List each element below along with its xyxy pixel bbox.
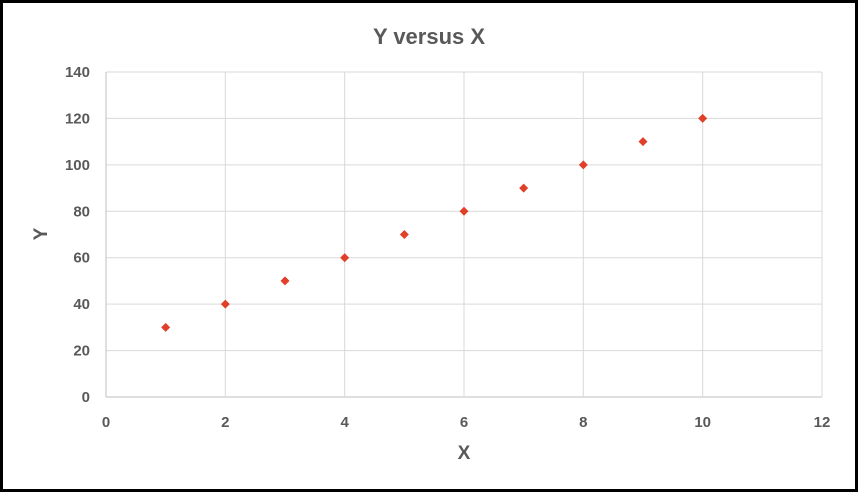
tick-labels: 0 20 40 60 80 100 120 140 0 2 4 6 8 10 12: [65, 64, 830, 431]
y-tick-label: 120: [65, 110, 90, 127]
x-tick-label: 0: [102, 414, 110, 431]
data-point: [578, 160, 588, 170]
gridlines: [105, 71, 823, 398]
x-tick-label: 8: [579, 414, 587, 431]
data-point: [459, 206, 469, 216]
y-tick-label: 100: [65, 157, 90, 174]
y-tick-label: 0: [82, 389, 90, 406]
data-point: [638, 137, 648, 147]
x-tick-label: 12: [814, 414, 831, 431]
y-tick-label: 140: [65, 64, 90, 81]
data-points: [161, 113, 708, 332]
data-point: [519, 183, 529, 193]
x-tick-label: 10: [694, 414, 711, 431]
x-tick-label: 6: [460, 414, 468, 431]
data-point: [280, 276, 290, 286]
chart-title: Y versus X: [373, 24, 485, 49]
data-point: [399, 230, 409, 239]
x-tick-label: 2: [221, 414, 229, 431]
data-point: [161, 322, 171, 332]
x-axis-label: X: [458, 443, 471, 464]
y-tick-label: 40: [73, 296, 90, 313]
data-point: [698, 113, 708, 123]
y-tick-label: 20: [73, 343, 90, 360]
y-tick-label: 80: [73, 203, 90, 220]
y-axis-label: Y: [31, 227, 52, 240]
data-point: [340, 253, 350, 263]
x-tick-label: 4: [340, 414, 349, 431]
data-point: [220, 299, 230, 309]
y-tick-label: 60: [73, 250, 90, 267]
